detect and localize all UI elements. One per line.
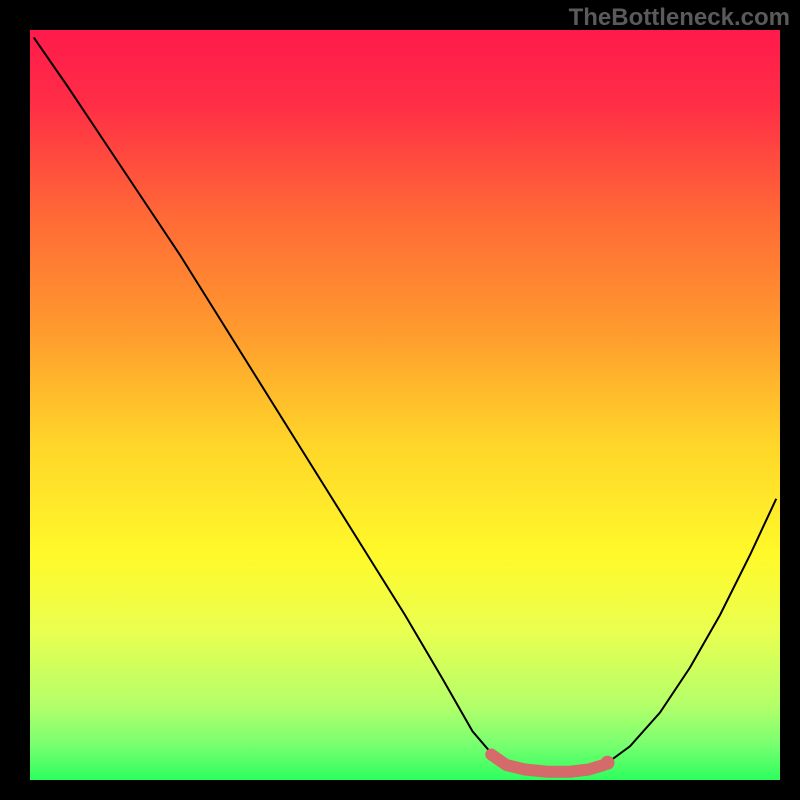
valley-end-marker [601,756,615,770]
watermark-text: TheBottleneck.com [569,4,790,32]
chart-frame: TheBottleneck.com [0,0,800,800]
gradient-background [30,30,780,780]
plot-svg [30,30,780,780]
plot-area [30,30,780,780]
